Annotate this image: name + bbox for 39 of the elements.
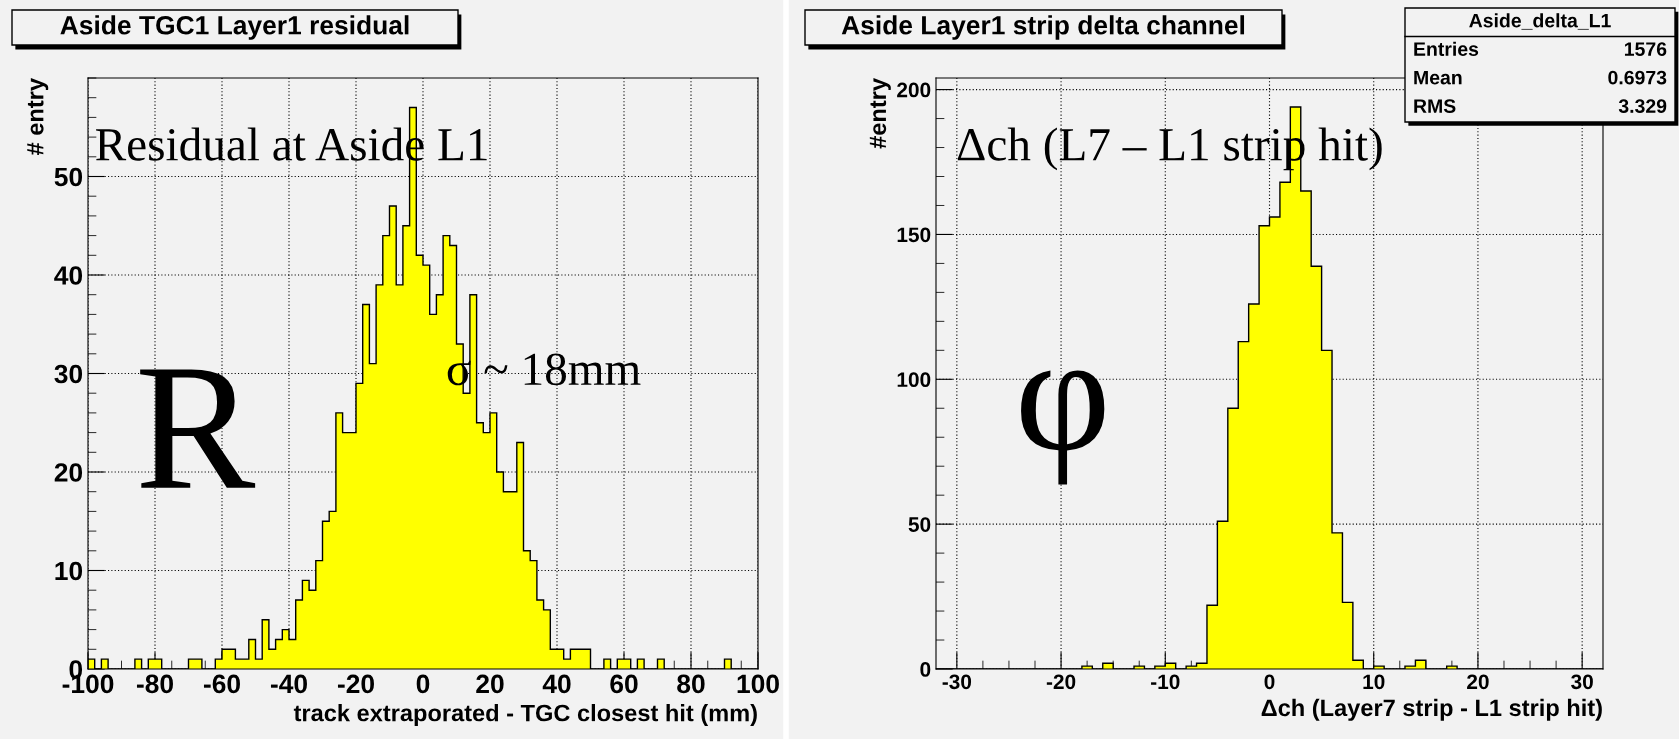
- y-axis-title: #entry: [869, 78, 891, 149]
- text: RMS 3.329: [1414, 99, 1667, 113]
- x-tick-label: 10: [1363, 674, 1385, 690]
- x-tick-label: 60: [610, 674, 638, 694]
- x-tick-label: -10: [1151, 674, 1180, 690]
- annotation: R: [140, 369, 256, 488]
- x-tick-label: -20: [337, 674, 374, 694]
- chart-title: Aside Layer1 strip delta channel: [841, 15, 1245, 40]
- x-tick-label: -30: [942, 674, 972, 690]
- text: Entries 1576: [1414, 41, 1667, 56]
- x-tick-label: 20: [476, 674, 504, 694]
- x-tick-label: 20: [1467, 674, 1489, 690]
- text: Aside_delta_L1: [1469, 13, 1611, 30]
- chart-title: Aside TGC1 Layer1 residual: [60, 15, 409, 40]
- x-tick-label: -40: [270, 674, 307, 694]
- y-tick-label: 50: [908, 517, 931, 532]
- y-tick-label: 30: [54, 364, 83, 384]
- y-tick-label: 50: [54, 167, 83, 187]
- y-tick-label: 200: [897, 82, 931, 98]
- x-tick-label: 30: [1571, 674, 1593, 690]
- x-axis-title: track extraporated - TGC closest hit (mm): [293, 704, 757, 727]
- x-tick-label: 100: [737, 674, 779, 694]
- y-tick-label: 150: [897, 227, 931, 243]
- y-tick-label: 0: [920, 662, 931, 677]
- y-tick-label: 20: [54, 463, 83, 482]
- x-tick-label: 80: [677, 674, 705, 694]
- y-tick-label: 10: [55, 561, 83, 581]
- x-tick-label: -20: [1046, 674, 1076, 690]
- x-tick-label: 0: [1264, 674, 1275, 690]
- text: Mean 0.6973: [1414, 70, 1667, 85]
- y-tick-label: 40: [54, 266, 83, 285]
- y-axis-title: # entry: [27, 78, 49, 156]
- y-tick-label: 100: [897, 372, 931, 388]
- x-tick-label: 40: [542, 674, 571, 694]
- x-axis-title: Δch (Layer7 strip - L1 strip hit): [1261, 698, 1602, 721]
- annotation: φ: [1021, 370, 1105, 485]
- x-tick-label: 0: [416, 674, 430, 694]
- x-tick-label: -60: [203, 674, 240, 694]
- x-tick-label: -80: [136, 674, 173, 694]
